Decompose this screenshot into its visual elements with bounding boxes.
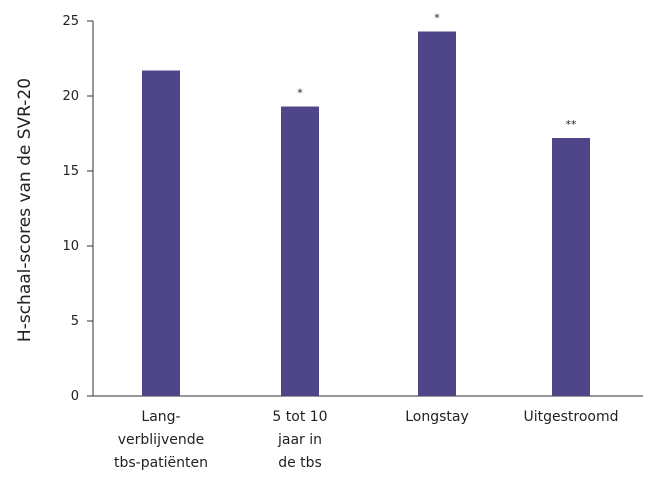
y-tick-label: 20 <box>62 89 79 104</box>
x-tick-label: Uitgestroomd <box>523 409 618 425</box>
x-tick-label: Longstay <box>405 409 469 425</box>
significance-marker: ** <box>566 118 578 131</box>
y-tick-label: 10 <box>62 239 79 254</box>
bars <box>142 31 590 396</box>
x-tick-label: 5 tot 10 jaar in de tbs <box>272 409 327 471</box>
y-tick-label: 15 <box>62 164 79 179</box>
axes <box>87 20 643 397</box>
bar <box>142 70 180 396</box>
significance-marker: * <box>297 87 303 100</box>
labels: 0 5 10 15 20 25 Lang-verblijvende tbs-patiënten… <box>62 12 618 472</box>
y-tick-label: 5 <box>71 314 79 329</box>
bar <box>418 31 456 396</box>
y-tick-label: 25 <box>62 14 79 29</box>
bar <box>281 106 319 396</box>
significance-marker: * <box>434 12 440 25</box>
bar <box>552 138 590 396</box>
y-axis-label: H-schaal-scores van de SVR-20 <box>15 78 35 342</box>
x-tick-label: Lang-verblijvende tbs-patiënten <box>114 409 208 471</box>
y-tick-label: 0 <box>71 389 79 404</box>
